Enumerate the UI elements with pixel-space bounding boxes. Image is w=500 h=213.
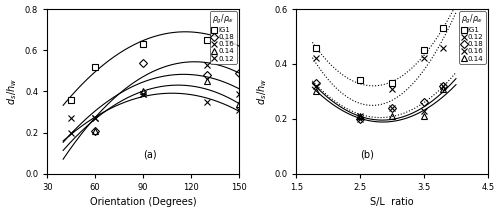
Y-axis label: $d_s/h_w$: $d_s/h_w$	[6, 78, 20, 105]
Legend: IG1, 0.18, 0.16, 0.14, 0.12: IG1, 0.18, 0.16, 0.14, 0.12	[210, 11, 236, 64]
Text: (b): (b)	[360, 149, 374, 159]
Y-axis label: $d_s/h_w$: $d_s/h_w$	[255, 78, 268, 105]
X-axis label: Orientation (Degrees): Orientation (Degrees)	[90, 197, 196, 207]
Legend: IG1, 0.12, 0.18, 0.16, 0.14: IG1, 0.12, 0.18, 0.16, 0.14	[460, 11, 486, 64]
X-axis label: S/L  ratio: S/L ratio	[370, 197, 414, 207]
Text: (a): (a)	[143, 149, 156, 159]
